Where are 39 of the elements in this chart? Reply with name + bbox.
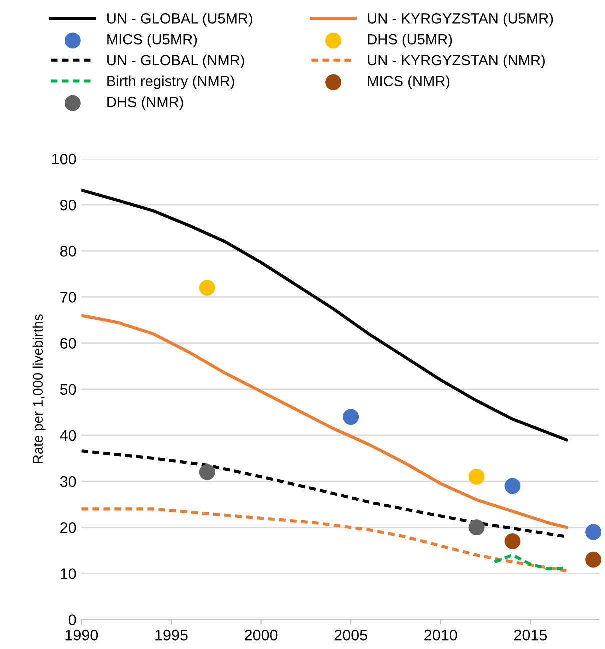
point	[468, 468, 485, 485]
y-tick-label: 40	[60, 430, 76, 442]
x-tick-label: 2010	[424, 630, 458, 641]
legend-label: Birth registry (NMR)	[108, 76, 234, 90]
point	[199, 464, 216, 480]
point	[468, 520, 485, 536]
point	[586, 524, 602, 540]
point	[343, 409, 360, 426]
x-tick-label: 2005	[334, 630, 368, 641]
y-tick-label: 70	[60, 292, 76, 303]
y-tick-label: 0	[68, 614, 76, 626]
legend-label: UN - KYRGYZSTAN (NMR)	[368, 54, 545, 68]
point	[586, 552, 602, 568]
point	[504, 533, 521, 550]
y-tick-label: 20	[60, 522, 76, 534]
y-axis-title: Rate per 1,000 livebirths	[32, 314, 46, 464]
legend-label: UN - GLOBAL (NMR)	[108, 54, 244, 68]
legend-label: MICS (NMR)	[368, 76, 450, 90]
x-tick-label: 1995	[156, 630, 188, 641]
point	[504, 478, 521, 494]
x-tick-label: 2015	[514, 630, 548, 641]
y-tick-label: 90	[60, 200, 76, 211]
y-tick-label: 100	[52, 154, 76, 165]
legend-label: UN - KYRGYZSTAN (U5MR)	[368, 13, 554, 27]
y-tick-label: 30	[60, 476, 76, 488]
y-tick-label: 50	[60, 384, 76, 396]
line-series	[82, 188, 568, 442]
point	[199, 280, 216, 296]
line-series	[82, 508, 568, 572]
x-tick-label: 1990	[66, 630, 98, 641]
x-tick-label: 2000	[245, 630, 278, 641]
legend-label: MICS (U5MR)	[108, 34, 198, 48]
y-tick-label: 60	[60, 338, 76, 350]
legend-label: DHS (NMR)	[108, 96, 184, 110]
y-tick-label: 80	[60, 246, 76, 257]
legend-label: UN - GLOBAL (U5MR)	[108, 13, 252, 27]
y-tick-label: 10	[60, 568, 76, 580]
line-series	[82, 314, 568, 530]
legend-label: DHS (U5MR)	[368, 34, 452, 48]
